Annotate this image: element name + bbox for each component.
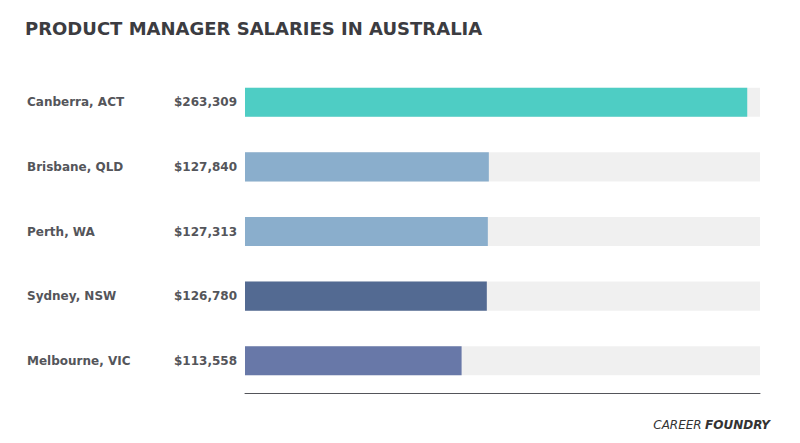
svg-text:Sydney, NSW: Sydney, NSW	[27, 289, 116, 303]
svg-text:Perth, WA: Perth, WA	[27, 225, 96, 239]
svg-text:$126,780: $126,780	[174, 289, 237, 303]
svg-text:PRODUCT MANAGER SALARIES IN AU: PRODUCT MANAGER SALARIES IN AUSTRALIA	[25, 18, 482, 39]
svg-text:$263,309: $263,309	[174, 95, 237, 109]
svg-text:Canberra, ACT: Canberra, ACT	[27, 95, 125, 109]
svg-text:$127,840: $127,840	[174, 160, 237, 174]
svg-text:Brisbane, QLD: Brisbane, QLD	[27, 160, 123, 174]
svg-text:CAREER: CAREER	[653, 418, 701, 432]
svg-text:$113,558: $113,558	[174, 354, 237, 368]
svg-text:$127,313: $127,313	[174, 225, 237, 239]
svg-text:FOUNDRY: FOUNDRY	[705, 418, 771, 432]
svg-text:Melbourne, VIC: Melbourne, VIC	[27, 354, 131, 368]
